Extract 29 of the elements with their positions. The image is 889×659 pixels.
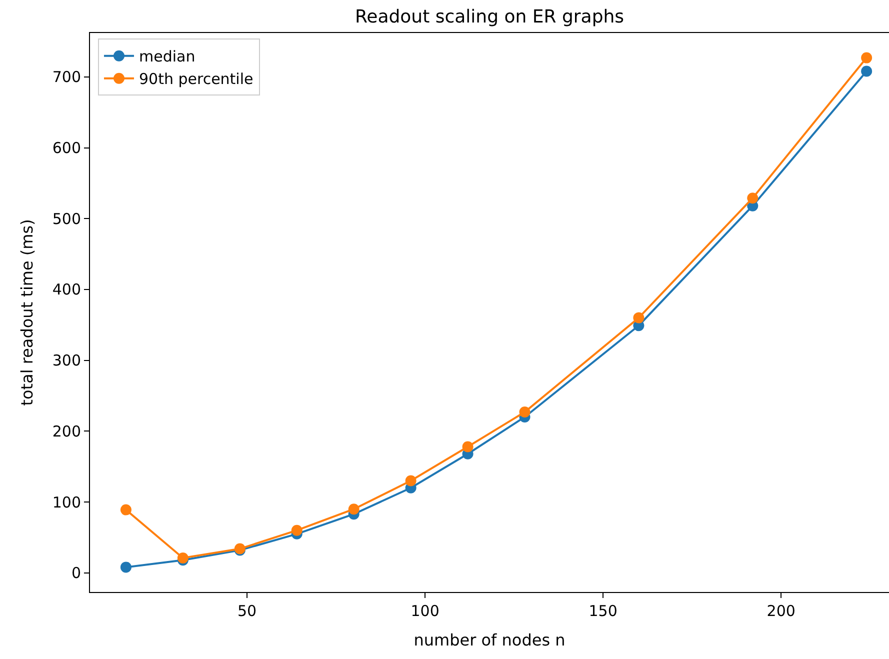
y-tick-label: 100 — [52, 493, 81, 512]
x-tick-label: 100 — [410, 602, 440, 620]
y-tick-label: 600 — [52, 139, 81, 158]
y-tick-label: 200 — [52, 422, 81, 440]
point — [405, 475, 416, 486]
x-axis-title: number of nodes n — [414, 630, 566, 650]
y-axis-title: total readout time (ms) — [17, 219, 36, 406]
point — [177, 552, 188, 564]
y-tick-label: 300 — [52, 352, 81, 370]
legend-label: median — [138, 48, 196, 66]
y-tick-label: 700 — [52, 68, 81, 86]
point — [120, 504, 132, 516]
point — [519, 406, 530, 418]
point — [633, 312, 644, 324]
y-tick-label: 400 — [52, 280, 81, 299]
x-tick-label: 200 — [766, 602, 796, 620]
chart-title: Readout scaling on ER graphs — [354, 6, 624, 28]
y-tick-label: 0 — [71, 564, 81, 582]
point — [861, 52, 872, 64]
y-tick-label: 500 — [52, 210, 81, 228]
x-tick-label: 150 — [588, 602, 618, 620]
x-tick-label: 50 — [237, 602, 257, 620]
point — [120, 562, 132, 573]
legend-label: 90th percentile — [138, 70, 254, 88]
point — [291, 524, 302, 536]
point — [861, 66, 872, 77]
point — [348, 504, 360, 515]
point — [462, 441, 474, 452]
point — [747, 192, 758, 204]
